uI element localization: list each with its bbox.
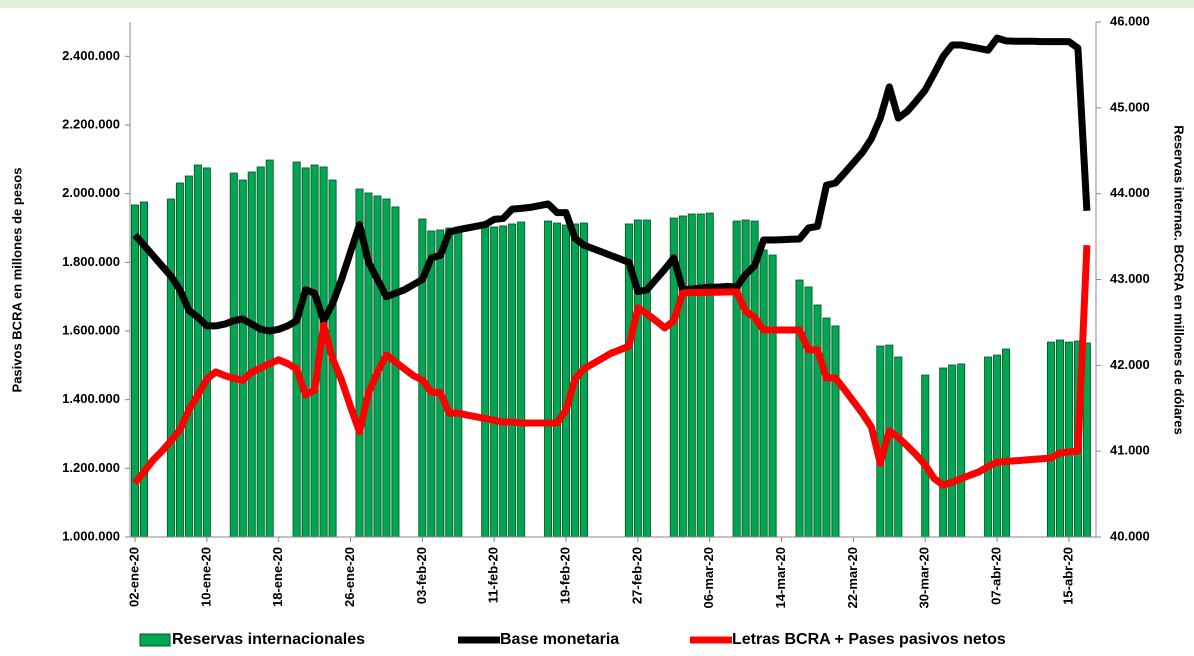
bar bbox=[229, 172, 238, 538]
line bbox=[132, 34, 1091, 335]
bar bbox=[759, 249, 768, 538]
bar bbox=[544, 220, 553, 538]
y-axis-title: Pasivos BCRA en millones de pesos bbox=[9, 168, 24, 393]
x-tick-label: 15-abr-20 bbox=[1060, 547, 1075, 605]
y2-tick-label: 40.000 bbox=[1110, 528, 1150, 543]
x-tick-label: 14-mar-20 bbox=[773, 547, 788, 608]
y-tick-label: 1.400.000 bbox=[62, 391, 120, 406]
x-tick-label: 22-mar-20 bbox=[845, 547, 860, 608]
bar bbox=[948, 364, 957, 538]
x-tick-label: 26-ene-20 bbox=[342, 547, 357, 607]
bar bbox=[1002, 348, 1011, 538]
bar bbox=[184, 175, 193, 538]
y-tick-label: 1.800.000 bbox=[62, 254, 120, 269]
bar bbox=[822, 317, 831, 538]
bar bbox=[696, 213, 705, 538]
x-tick-label: 10-ene-20 bbox=[198, 547, 213, 607]
bar bbox=[265, 159, 274, 538]
bar bbox=[202, 167, 211, 538]
top-band bbox=[0, 0, 1194, 8]
y2-axis-title: Reservas internac. BCCRA en millones de … bbox=[1172, 125, 1187, 434]
bar bbox=[921, 374, 930, 538]
line bbox=[132, 245, 1091, 489]
bar bbox=[678, 215, 687, 538]
bar bbox=[687, 213, 696, 538]
bar bbox=[894, 356, 903, 538]
y-tick-label: 1.200.000 bbox=[62, 460, 120, 475]
bar bbox=[499, 225, 508, 538]
bar bbox=[454, 226, 463, 538]
bar bbox=[831, 325, 840, 538]
bar bbox=[804, 286, 813, 538]
x-tick-label: 11-feb-20 bbox=[486, 547, 501, 603]
y2-tick-label: 42.000 bbox=[1110, 357, 1150, 372]
bar bbox=[984, 356, 993, 538]
bar bbox=[481, 226, 490, 538]
y-tick-label: 2.200.000 bbox=[62, 116, 120, 131]
bar bbox=[517, 221, 526, 538]
bar bbox=[238, 179, 247, 538]
bar bbox=[508, 223, 517, 538]
x-tick-label: 19-feb-20 bbox=[557, 547, 572, 604]
bar bbox=[193, 164, 202, 538]
legend-label: Base monetaria bbox=[500, 631, 619, 648]
x-tick-label: 18-ene-20 bbox=[270, 547, 285, 607]
legend-label: Reservas internacionales bbox=[172, 631, 365, 648]
x-tick-label: 27-feb-20 bbox=[629, 547, 644, 604]
bar bbox=[436, 229, 445, 538]
bar bbox=[580, 222, 589, 538]
bar bbox=[292, 161, 301, 538]
bar bbox=[1046, 341, 1055, 538]
bar bbox=[391, 206, 400, 538]
bar bbox=[445, 227, 454, 538]
bar bbox=[795, 279, 804, 538]
bar bbox=[732, 220, 741, 538]
y-tick-label: 2.400.000 bbox=[62, 48, 120, 63]
y2-tick-label: 44.000 bbox=[1110, 185, 1150, 200]
bar bbox=[166, 198, 175, 538]
bar bbox=[130, 204, 139, 538]
bar bbox=[993, 354, 1002, 538]
bar bbox=[633, 219, 642, 538]
bar bbox=[553, 222, 562, 538]
y-tick-label: 1.000.000 bbox=[62, 528, 120, 543]
x-tick-label: 30-mar-20 bbox=[917, 547, 932, 608]
y2-tick-label: 45.000 bbox=[1110, 99, 1150, 114]
bar bbox=[957, 363, 966, 538]
x-tick-label: 03-feb-20 bbox=[414, 547, 429, 604]
y2-tick-label: 46.000 bbox=[1110, 13, 1150, 28]
bar bbox=[256, 166, 265, 538]
bar bbox=[382, 198, 391, 538]
bar bbox=[939, 367, 948, 538]
bar bbox=[175, 182, 184, 538]
bar bbox=[1064, 341, 1073, 538]
bar bbox=[562, 224, 571, 538]
bar bbox=[642, 219, 651, 538]
x-tick-label: 02-ene-20 bbox=[126, 547, 141, 607]
bar bbox=[705, 212, 714, 538]
y-tick-label: 2.000.000 bbox=[62, 185, 120, 200]
bar bbox=[301, 167, 310, 538]
x-tick-label: 07-abr-20 bbox=[989, 547, 1004, 605]
legend-label: Letras BCRA + Pases pasivos netos bbox=[732, 631, 1006, 648]
y2-tick-label: 41.000 bbox=[1110, 443, 1150, 458]
legend-swatch bbox=[139, 633, 171, 647]
bar bbox=[1055, 339, 1064, 538]
bar bbox=[247, 171, 256, 538]
y2-tick-label: 43.000 bbox=[1110, 271, 1150, 286]
bar bbox=[768, 254, 777, 538]
bar bbox=[813, 304, 822, 538]
x-tick-label: 06-mar-20 bbox=[701, 547, 716, 608]
bar bbox=[490, 226, 499, 538]
y-tick-label: 1.600.000 bbox=[62, 322, 120, 337]
